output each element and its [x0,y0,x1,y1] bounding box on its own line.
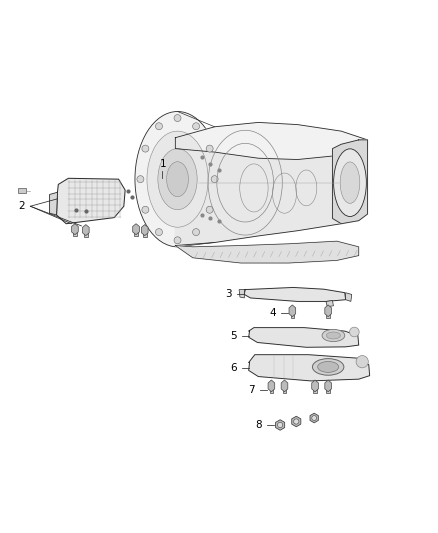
Ellipse shape [147,131,208,227]
Polygon shape [332,140,367,224]
Circle shape [193,123,200,130]
Polygon shape [292,416,301,427]
Ellipse shape [322,329,345,342]
Bar [18,188,26,193]
Bar [326,311,330,318]
Polygon shape [82,224,89,236]
Text: 8: 8 [255,420,262,430]
Circle shape [155,123,162,130]
Circle shape [206,206,213,213]
Text: 7: 7 [248,385,255,394]
Circle shape [206,145,213,152]
Circle shape [137,176,144,183]
Bar [143,230,147,237]
Polygon shape [276,420,285,430]
Circle shape [174,237,181,244]
Polygon shape [326,301,333,306]
Polygon shape [312,380,318,392]
Text: 3: 3 [226,289,232,299]
Ellipse shape [135,111,220,247]
Polygon shape [289,305,296,317]
Circle shape [312,416,317,421]
Polygon shape [325,380,332,392]
Polygon shape [325,305,332,317]
Polygon shape [175,123,367,159]
Ellipse shape [350,327,359,337]
Text: 4: 4 [269,308,276,318]
Circle shape [211,176,218,183]
Ellipse shape [340,162,360,204]
Polygon shape [346,293,352,302]
Polygon shape [49,192,57,215]
Bar [84,230,88,237]
Bar [270,386,273,393]
Circle shape [155,229,162,236]
Ellipse shape [356,356,368,368]
Bar [283,386,286,393]
Polygon shape [133,224,139,235]
Polygon shape [141,224,148,236]
Bar [134,229,138,236]
Bar [313,386,317,393]
Circle shape [293,419,299,424]
Circle shape [142,145,149,152]
Polygon shape [249,354,370,381]
Text: 1: 1 [160,159,167,169]
Circle shape [142,206,149,213]
Circle shape [278,422,283,427]
Ellipse shape [318,361,339,373]
Text: 2: 2 [18,201,25,211]
Bar [326,386,330,393]
Ellipse shape [158,149,197,210]
Text: 5: 5 [230,332,237,341]
Circle shape [193,229,200,236]
Ellipse shape [312,359,344,375]
Polygon shape [244,287,346,302]
Polygon shape [268,380,275,392]
Polygon shape [239,289,244,298]
Polygon shape [57,179,125,224]
Text: 6: 6 [230,363,237,373]
Bar [290,311,294,318]
Polygon shape [281,380,288,392]
Ellipse shape [334,149,366,216]
Ellipse shape [166,161,188,197]
Polygon shape [310,413,318,423]
Circle shape [174,115,181,122]
Polygon shape [175,241,359,263]
Ellipse shape [326,332,340,339]
Bar [73,229,77,236]
Polygon shape [249,328,359,348]
Polygon shape [71,224,78,235]
Polygon shape [175,140,367,246]
